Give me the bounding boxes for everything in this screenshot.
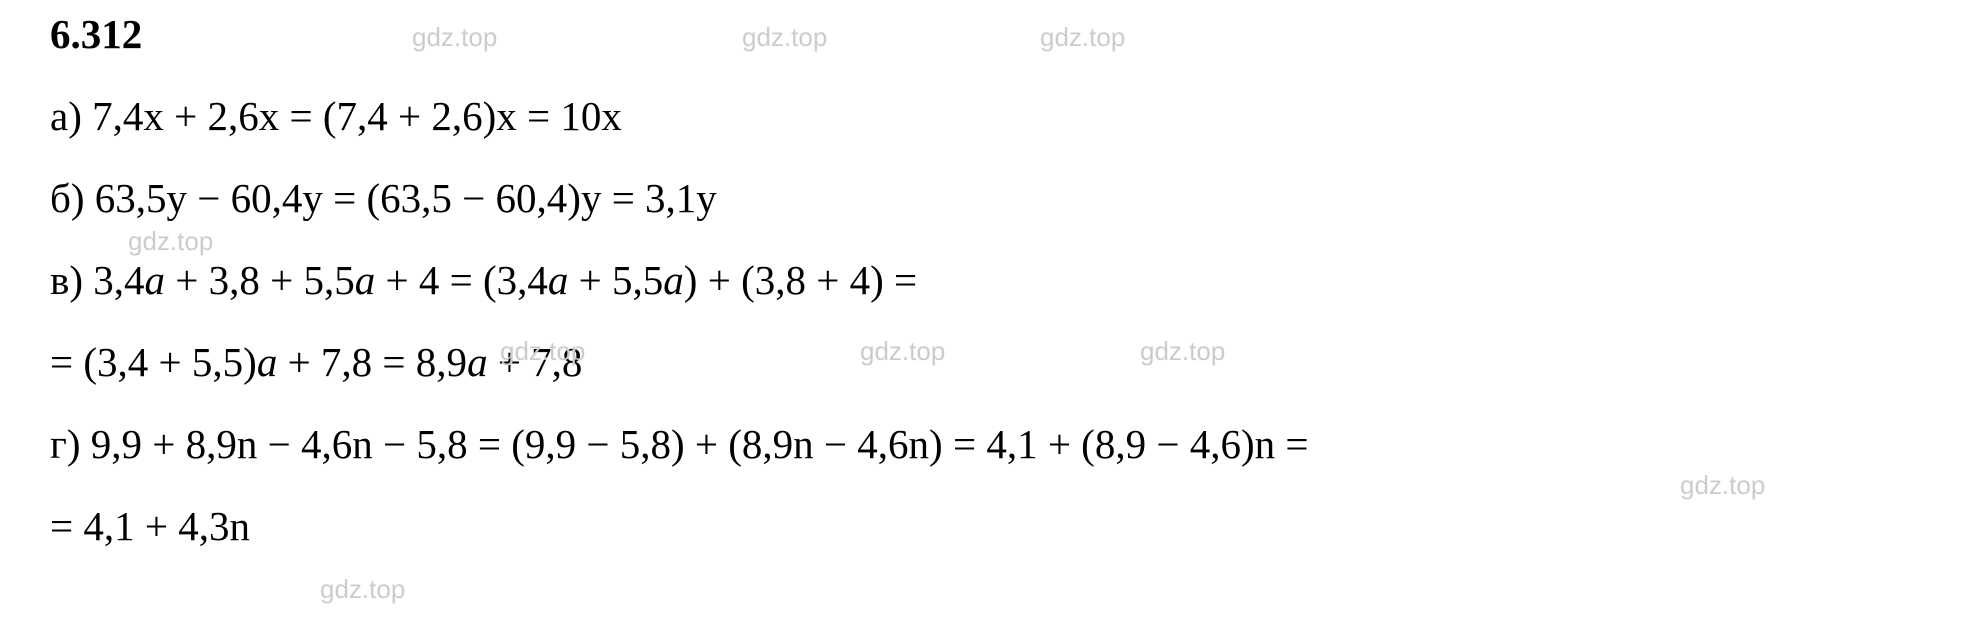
watermark: gdz.top [1040, 22, 1125, 53]
watermark: gdz.top [320, 574, 405, 605]
watermark: gdz.top [128, 226, 213, 257]
line-d2: = 4,1 + 4,3n [50, 506, 1309, 547]
line-b: б) 63,5y − 60,4y = (63,5 − 60,4)y = 3,1y [50, 178, 1309, 219]
line-c1: в) 3,4a + 3,8 + 5,5a + 4 = (3,4a + 5,5a)… [50, 260, 1309, 301]
line-a: а) 7,4x + 2,6x = (7,4 + 2,6)x = 10x [50, 96, 1309, 137]
line-d1: г) 9,9 + 8,9n − 4,6n − 5,8 = (9,9 − 5,8)… [50, 424, 1309, 465]
watermark: gdz.top [860, 336, 945, 367]
math-solution-block: 6.312 а) 7,4x + 2,6x = (7,4 + 2,6)x = 10… [50, 14, 1309, 547]
watermark: gdz.top [1140, 336, 1225, 367]
watermark: gdz.top [1680, 470, 1765, 501]
watermark: gdz.top [412, 22, 497, 53]
watermark: gdz.top [500, 336, 585, 367]
line-c2: = (3,4 + 5,5)a + 7,8 = 8,9a + 7,8 [50, 342, 1309, 383]
watermark: gdz.top [742, 22, 827, 53]
